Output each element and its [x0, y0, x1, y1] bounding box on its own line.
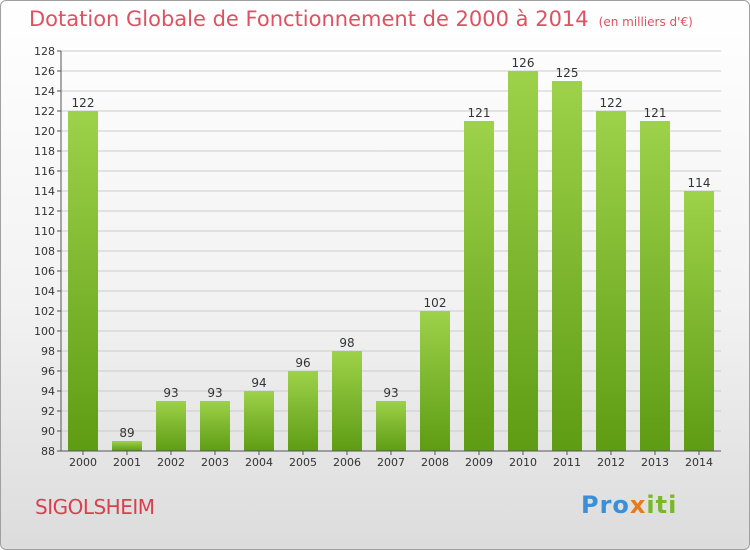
chart-title: Dotation Globale de Fonctionnement de 20…: [29, 7, 693, 31]
labels: 88 90 92 94 96 98 100 102 104 106 108 110 112 114 116 1…: [34, 45, 713, 469]
x-tick-label: 2013: [641, 456, 669, 469]
bar: [684, 191, 714, 451]
data-label: 93: [383, 386, 398, 400]
data-label: 126: [512, 56, 535, 70]
chart-title-text: Dotation Globale de Fonctionnement de 20…: [29, 7, 589, 31]
y-tick-label: 108: [34, 245, 55, 258]
y-tick-label: 88: [41, 445, 55, 458]
bar: [288, 371, 318, 451]
x-tick-label: 2001: [113, 456, 141, 469]
bar: [68, 111, 98, 451]
bar: [332, 351, 362, 451]
y-tick-label: 94: [41, 385, 55, 398]
x-tick-label: 2012: [597, 456, 625, 469]
y-tick-label: 102: [34, 305, 55, 318]
logo-part-1: Pro: [581, 491, 630, 519]
y-tick-label: 98: [41, 345, 55, 358]
bar: [244, 391, 274, 451]
commune-name: SIGOLSHEIM: [35, 495, 155, 519]
x-tick-label: 2010: [509, 456, 537, 469]
y-tick-label: 90: [41, 425, 55, 438]
proxiti-logo: Proxiti: [581, 491, 677, 519]
x-tick-label: 2002: [157, 456, 185, 469]
bar: [552, 81, 582, 451]
bar: [640, 121, 670, 451]
bar: [112, 441, 142, 451]
bar: [464, 121, 494, 451]
data-label: 122: [600, 96, 623, 110]
y-tick-label: 112: [34, 205, 55, 218]
y-tick-label: 96: [41, 365, 55, 378]
x-tick-label: 2008: [421, 456, 449, 469]
logo-part-2: x: [629, 491, 647, 519]
y-tick-label: 126: [34, 65, 55, 78]
y-tick-label: 124: [34, 85, 55, 98]
bar: [596, 111, 626, 451]
bars: [68, 71, 714, 451]
x-tick-label: 2000: [69, 456, 97, 469]
chart-subtitle: (en milliers d'€): [598, 15, 693, 29]
x-tick-label: 2009: [465, 456, 493, 469]
data-label: 121: [644, 106, 667, 120]
x-tick-label: 2007: [377, 456, 405, 469]
y-tick-label: 128: [34, 45, 55, 58]
y-tick-label: 92: [41, 405, 55, 418]
y-tick-label: 110: [34, 225, 55, 238]
x-tick-label: 2014: [685, 456, 713, 469]
y-tick-label: 100: [34, 325, 55, 338]
bar: [508, 71, 538, 451]
y-tick-label: 118: [34, 145, 55, 158]
x-tick-label: 2011: [553, 456, 581, 469]
bar: [156, 401, 186, 451]
data-label: 102: [424, 296, 447, 310]
bar: [420, 311, 450, 451]
y-tick-label: 104: [34, 285, 55, 298]
data-label: 121: [468, 106, 491, 120]
x-tick-label: 2006: [333, 456, 361, 469]
y-tick-label: 120: [34, 125, 55, 138]
data-label: 125: [556, 66, 579, 80]
axes: [57, 50, 721, 455]
bar: [376, 401, 406, 451]
data-label: 96: [295, 356, 310, 370]
data-label: 114: [688, 176, 711, 190]
data-label: 98: [339, 336, 354, 350]
data-label: 89: [119, 426, 134, 440]
y-tick-label: 106: [34, 265, 55, 278]
data-label: 93: [207, 386, 222, 400]
data-label: 93: [163, 386, 178, 400]
bar: [200, 401, 230, 451]
data-label: 94: [251, 376, 266, 390]
y-tick-label: 116: [34, 165, 55, 178]
x-tick-label: 2004: [245, 456, 273, 469]
y-tick-label: 122: [34, 105, 55, 118]
logo-part-3: iti: [646, 491, 678, 519]
x-tick-label: 2003: [201, 456, 229, 469]
data-label: 122: [72, 96, 95, 110]
x-tick-label: 2005: [289, 456, 317, 469]
y-tick-label: 114: [34, 185, 55, 198]
